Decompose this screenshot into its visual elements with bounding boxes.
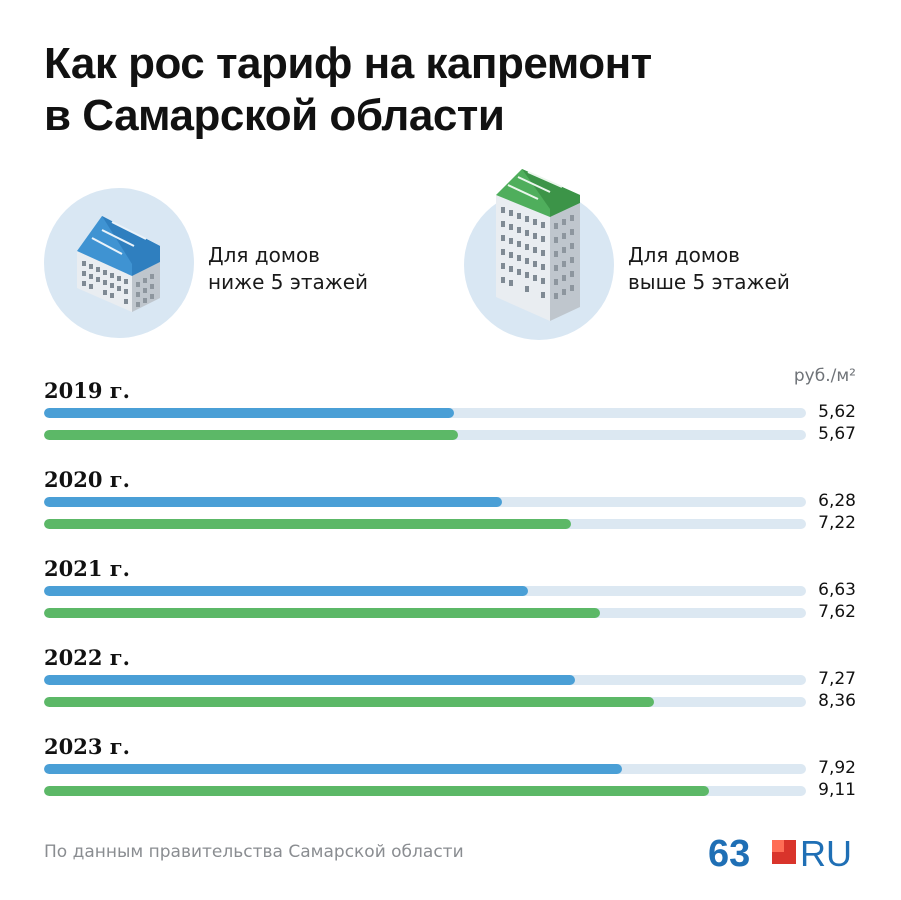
bar-high-rise — [44, 786, 709, 796]
logo-suffix: RU — [800, 833, 852, 871]
legend-label-low: Для домов ниже 5 этажей — [208, 242, 368, 296]
title-line-2: в Самарской области — [44, 91, 505, 140]
bar-track — [44, 519, 806, 529]
value-label: 8,36 — [818, 691, 856, 711]
legend-low-line-2: ниже 5 этажей — [208, 270, 369, 294]
bar-track — [44, 408, 806, 418]
value-label: 7,92 — [818, 758, 856, 778]
logo-number: 63 — [708, 833, 750, 871]
bar-high-rise — [44, 608, 600, 618]
bar-track — [44, 430, 806, 440]
bar-low-rise — [44, 764, 622, 774]
bar-track — [44, 608, 806, 618]
year-label: 2022 г. — [44, 645, 130, 670]
source-note: По данным правительства Самарской област… — [44, 842, 464, 862]
chart-title: Как рос тариф на капремонт в Самарской о… — [44, 38, 864, 142]
legend-low-line-1: Для домов — [208, 243, 320, 267]
year-label: 2023 г. — [44, 734, 130, 759]
legend-label-high: Для домов выше 5 этажей — [628, 242, 790, 296]
year-label: 2019 г. — [44, 378, 130, 403]
bar-high-rise — [44, 519, 571, 529]
bar-track — [44, 697, 806, 707]
value-label: 9,11 — [818, 780, 856, 800]
bar-low-rise — [44, 586, 528, 596]
value-label: 5,67 — [818, 424, 856, 444]
title-line-1: Как рос тариф на капремонт — [44, 39, 652, 88]
year-label: 2020 г. — [44, 467, 130, 492]
bar-low-rise — [44, 497, 502, 507]
bar-high-rise — [44, 430, 458, 440]
bar-track — [44, 586, 806, 596]
value-label: 5,62 — [818, 402, 856, 422]
value-label: 6,63 — [818, 580, 856, 600]
year-label: 2021 г. — [44, 556, 130, 581]
legend-high-line-2: выше 5 этажей — [628, 270, 790, 294]
bar-track — [44, 497, 806, 507]
legend-high-line-1: Для домов — [628, 243, 740, 267]
low-rise-building-icon — [77, 216, 160, 312]
bar-low-rise — [44, 408, 454, 418]
unit-label: руб./м² — [793, 366, 856, 386]
bar-low-rise — [44, 675, 575, 685]
63ru-logo: 63 RU — [708, 833, 852, 871]
bar-track — [44, 675, 806, 685]
value-label: 7,62 — [818, 602, 856, 622]
value-label: 6,28 — [818, 491, 856, 511]
bar-high-rise — [44, 697, 654, 707]
value-label: 7,22 — [818, 513, 856, 533]
bar-track — [44, 764, 806, 774]
value-label: 7,27 — [818, 669, 856, 689]
bar-track — [44, 786, 806, 796]
high-rise-building-icon — [496, 169, 580, 321]
